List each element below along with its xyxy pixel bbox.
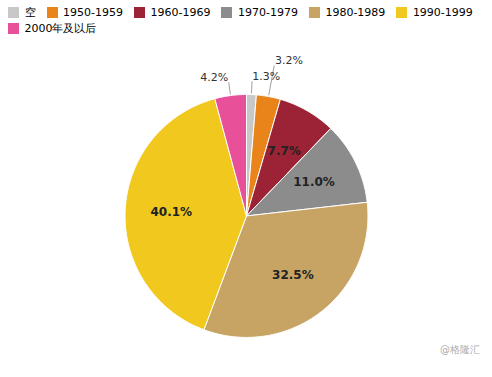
svg-text:1.3%: 1.3% (252, 69, 280, 82)
svg-text:3.2%: 3.2% (275, 54, 303, 67)
html-text:1950-1959: 1950-1959 (63, 5, 123, 19)
html-text:1960-1969: 1960-1969 (150, 5, 211, 19)
svg-text:7.7%: 7.7% (268, 143, 301, 157)
html-text:1980-1989: 1980-1989 (325, 5, 386, 19)
svg-text:11.0%: 11.0% (293, 175, 335, 189)
svg-text:32.5%: 32.5% (272, 268, 314, 282)
html-text:1990-1999: 1990-1999 (412, 5, 473, 19)
html-text:1970-1979: 1970-1979 (237, 5, 298, 19)
html-text:2000年及以后: 2000年及以后 (24, 22, 97, 36)
html-text:空: 空 (24, 5, 36, 19)
html-text:@格隆汇: @格隆汇 (440, 343, 480, 355)
svg-text:40.1%: 40.1% (150, 205, 192, 219)
svg-text:4.2%: 4.2% (200, 71, 228, 84)
